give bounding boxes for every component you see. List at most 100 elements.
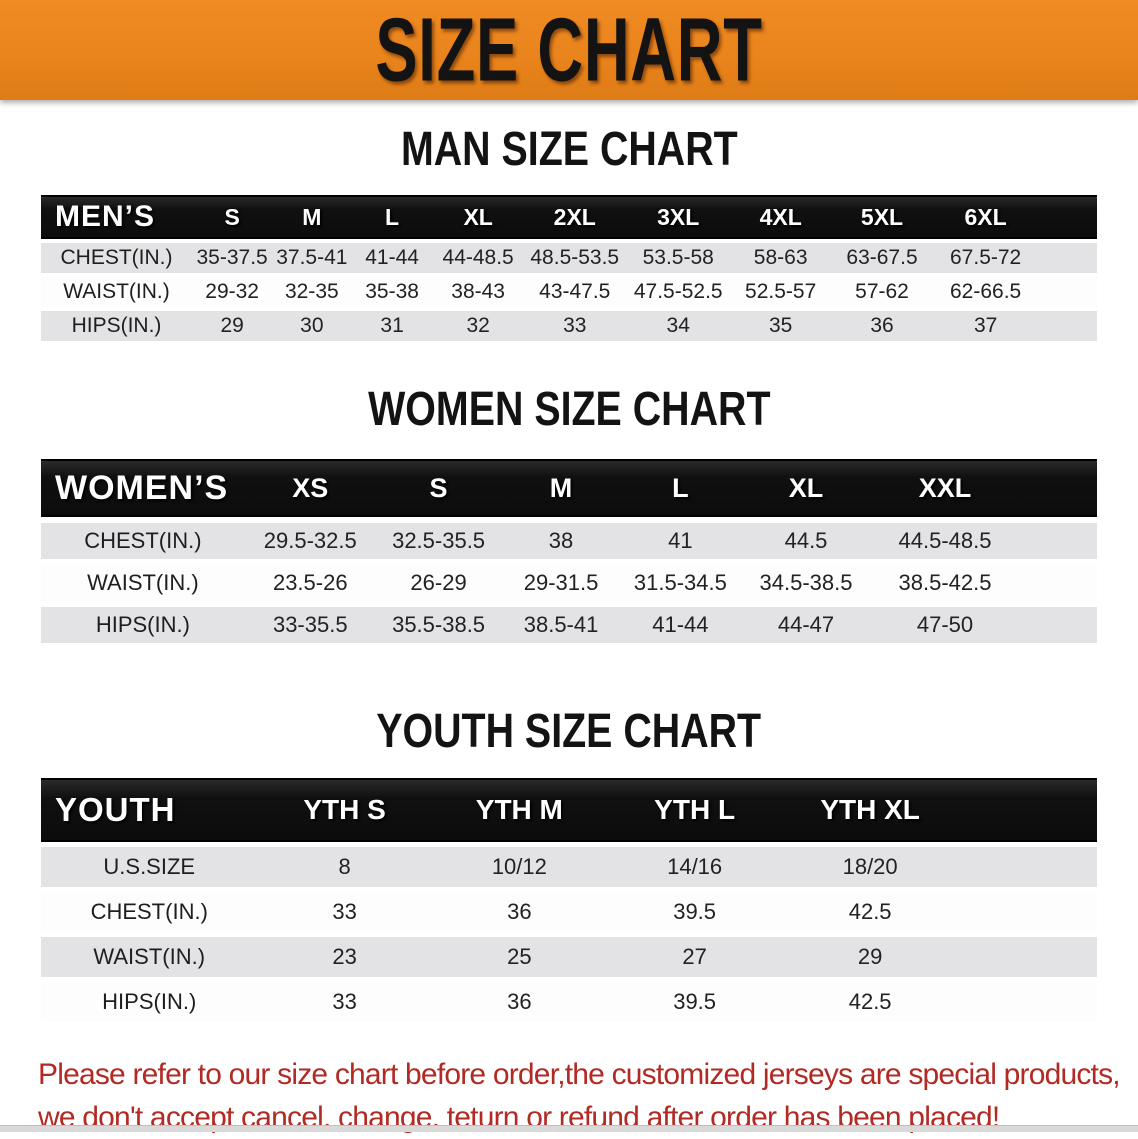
column-header: XL xyxy=(432,195,524,239)
column-header: L xyxy=(620,459,741,517)
table-row: CHEST(IN.) 35-37.5 37.5-41 41-44 44-48.5 48.5… xyxy=(41,243,1097,273)
table-cell: 67.5-72 xyxy=(933,243,1097,273)
column-header: 6XL xyxy=(933,195,1097,239)
table-row: CHEST(IN.) 29.5-32.5 32.5-35.5 38 41 44.5 44.5… xyxy=(41,523,1097,559)
column-header: XS xyxy=(244,459,376,517)
table-cell: 27 xyxy=(606,937,783,977)
table-row: WAIST(IN.) 29-32 32-35 35-38 38-43 43-47.5 47.… xyxy=(41,277,1097,307)
row-label: CHEST(IN.) xyxy=(41,523,245,559)
table-cell: 52.5-57 xyxy=(730,277,831,307)
column-header: M xyxy=(272,195,352,239)
column-header: YTH XL xyxy=(782,778,1097,842)
womens-size-table: WOMEN’S XS S M L XL XXL CHEST(IN.) 29.5-32.5 32.5… xyxy=(41,453,1097,649)
column-header: YTH L xyxy=(606,778,783,842)
mens-size-table: MEN’S S M L XL 2XL 3XL 4XL 5XL 6XL CHEST(IN.) 35-37… xyxy=(41,191,1097,345)
table-cell: 36 xyxy=(830,311,934,341)
table-cell: 44.5-48.5 xyxy=(872,523,1097,559)
column-header: 5XL xyxy=(830,195,934,239)
table-cell: 33 xyxy=(523,311,626,341)
table-cell: 63-67.5 xyxy=(830,243,934,273)
table-cell: 43-47.5 xyxy=(523,277,626,307)
table-row: HIPS(IN.) 33-35.5 35.5-38.5 38.5-41 41-44 44-… xyxy=(41,607,1097,643)
table-row: HIPS(IN.) 29 30 31 32 33 34 35 36 37 xyxy=(41,311,1097,341)
table-cell: 41-44 xyxy=(351,243,433,273)
table-cell: 32-35 xyxy=(272,277,352,307)
table-cell: 31 xyxy=(351,311,433,341)
women-size-chart-title: WOMEN SIZE CHART xyxy=(367,383,771,436)
table-cell: 44-48.5 xyxy=(432,243,524,273)
table-cell: 35-38 xyxy=(351,277,433,307)
table-cell: 48.5-53.5 xyxy=(523,243,626,273)
table-cell: 37.5-41 xyxy=(272,243,352,273)
table-cell: 35.5-38.5 xyxy=(375,607,502,643)
table-header-label: WOMEN’S xyxy=(41,459,245,517)
table-cell: 29 xyxy=(192,311,273,341)
table-cell: 62-66.5 xyxy=(933,277,1097,307)
row-label: CHEST(IN.) xyxy=(41,243,192,273)
table-cell: 42.5 xyxy=(782,892,1097,932)
table-cell: 33 xyxy=(257,982,432,1022)
column-header: M xyxy=(501,459,621,517)
row-label: WAIST(IN.) xyxy=(41,277,192,307)
table-cell: 31.5-34.5 xyxy=(620,565,741,601)
column-header: S xyxy=(375,459,502,517)
table-cell: 8 xyxy=(257,847,432,887)
table-header-label: YOUTH xyxy=(41,778,258,842)
table-cell: 36 xyxy=(431,982,607,1022)
table-cell: 39.5 xyxy=(606,982,783,1022)
table-cell: 38-43 xyxy=(432,277,524,307)
table-cell: 32 xyxy=(432,311,524,341)
table-cell: 29.5-32.5 xyxy=(244,523,376,559)
row-label: WAIST(IN.) xyxy=(41,937,258,977)
banner: SIZE CHART xyxy=(0,0,1138,100)
column-header: 4XL xyxy=(730,195,831,239)
women-section-title-row: WOMEN SIZE CHART xyxy=(0,385,1138,435)
row-label: HIPS(IN.) xyxy=(41,311,192,341)
table-cell: 39.5 xyxy=(606,892,783,932)
disclaimer: Please refer to our size chart before or… xyxy=(0,1053,1138,1139)
table-cell: 41-44 xyxy=(620,607,741,643)
table-cell: 33-35.5 xyxy=(244,607,376,643)
row-label: CHEST(IN.) xyxy=(41,892,258,932)
table-cell: 53.5-58 xyxy=(625,243,731,273)
table-row: WAIST(IN.) 23.5-26 26-29 29-31.5 31.5-34.5 34… xyxy=(41,565,1097,601)
bottom-edge-strip xyxy=(0,1125,1138,1132)
table-cell: 41 xyxy=(620,523,741,559)
table-header-row: WOMEN’S XS S M L XL XXL xyxy=(41,459,1097,517)
man-size-chart-title: MAN SIZE CHART xyxy=(400,123,738,176)
table-row: HIPS(IN.) 33 36 39.5 42.5 xyxy=(41,982,1097,1022)
column-header: 2XL xyxy=(523,195,626,239)
table-cell: 23 xyxy=(257,937,432,977)
youth-size-table: YOUTH YTH S YTH M YTH L YTH XL U.S.SIZE 8 10/12… xyxy=(41,773,1097,1027)
table-cell: 47-50 xyxy=(872,607,1097,643)
table-cell: 30 xyxy=(272,311,352,341)
table-row: CHEST(IN.) 33 36 39.5 42.5 xyxy=(41,892,1097,932)
table-cell: 38 xyxy=(501,523,621,559)
table-cell: 38.5-41 xyxy=(501,607,621,643)
table-cell: 44-47 xyxy=(740,607,873,643)
table-cell: 44.5 xyxy=(740,523,873,559)
table-cell: 57-62 xyxy=(830,277,934,307)
row-label: HIPS(IN.) xyxy=(41,607,245,643)
table-cell: 35 xyxy=(730,311,831,341)
table-cell: 10/12 xyxy=(431,847,607,887)
table-cell: 25 xyxy=(431,937,607,977)
table-cell: 18/20 xyxy=(782,847,1097,887)
table-cell: 29-32 xyxy=(192,277,273,307)
row-label: HIPS(IN.) xyxy=(41,982,258,1022)
table-cell: 34 xyxy=(625,311,731,341)
table-row: WAIST(IN.) 23 25 27 29 xyxy=(41,937,1097,977)
row-label: U.S.SIZE xyxy=(41,847,258,887)
column-header: YTH S xyxy=(257,778,432,842)
column-header: 3XL xyxy=(625,195,731,239)
column-header: XXL xyxy=(872,459,1097,517)
youth-size-chart-title: YOUTH SIZE CHART xyxy=(376,705,762,758)
table-row: U.S.SIZE 8 10/12 14/16 18/20 xyxy=(41,847,1097,887)
page-title: SIZE CHART xyxy=(375,0,763,100)
table-cell: 34.5-38.5 xyxy=(740,565,873,601)
man-section-title-row: MAN SIZE CHART xyxy=(0,125,1138,175)
table-cell: 38.5-42.5 xyxy=(872,565,1097,601)
table-cell: 32.5-35.5 xyxy=(375,523,502,559)
table-cell: 14/16 xyxy=(606,847,783,887)
table-header-row: YOUTH YTH S YTH M YTH L YTH XL xyxy=(41,778,1097,842)
